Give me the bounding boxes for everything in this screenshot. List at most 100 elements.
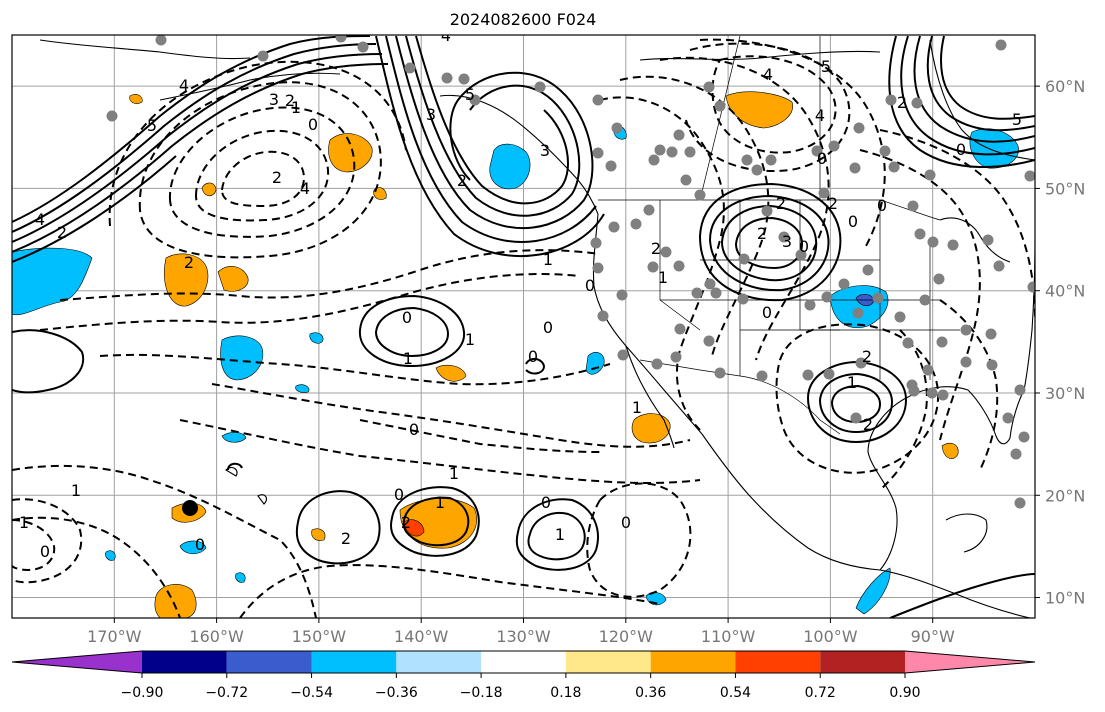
station-dot bbox=[995, 39, 1007, 51]
colorbar-tick-label: 0.72 bbox=[805, 685, 836, 701]
shade-cyan-west-edge bbox=[12, 247, 93, 316]
contour-label: 2 bbox=[897, 93, 907, 112]
station-dot bbox=[828, 140, 840, 152]
station-dot bbox=[357, 41, 369, 53]
station-dot bbox=[982, 234, 994, 246]
station-dot bbox=[1014, 497, 1026, 509]
station-dot bbox=[756, 370, 768, 382]
contour-label: 2 bbox=[272, 168, 282, 187]
station-dot bbox=[590, 237, 602, 249]
colorbar-segment bbox=[396, 651, 482, 673]
contour-gulf-2 bbox=[818, 372, 894, 434]
station-dot bbox=[960, 356, 972, 368]
contour-label: 5 bbox=[147, 116, 157, 135]
contour-label: 0 bbox=[195, 535, 205, 554]
contour-east-pac-1 bbox=[586, 482, 692, 598]
station-dot bbox=[985, 328, 997, 340]
colorbar-tick-label: −0.72 bbox=[205, 685, 248, 701]
station-dot bbox=[691, 287, 703, 299]
colorbar-tick-label: 0.90 bbox=[889, 685, 920, 701]
lon-tick-label: 90°W bbox=[911, 627, 955, 646]
colorbar-segment bbox=[481, 651, 566, 673]
contour-label: 1 bbox=[465, 330, 475, 349]
station-dot bbox=[257, 50, 269, 62]
contour-ridge-4 bbox=[385, 35, 597, 243]
contour-ridge-3 bbox=[415, 35, 569, 205]
station-dot bbox=[1024, 170, 1035, 182]
station-dot bbox=[680, 174, 692, 186]
lat-tick-label: 40°N bbox=[1045, 282, 1085, 301]
contour-jet-west-2 bbox=[12, 43, 377, 233]
coast-florida bbox=[967, 389, 1025, 445]
colorbar-tick-label: 0.18 bbox=[550, 685, 581, 701]
station-dot bbox=[936, 336, 948, 348]
shade-cyan-small-4 bbox=[235, 572, 246, 583]
coast-hudson-bay bbox=[929, 39, 1035, 161]
station-dot bbox=[616, 289, 628, 301]
contour-label: 2 bbox=[828, 194, 838, 213]
contour-trop-3 bbox=[515, 498, 599, 571]
station-dot bbox=[703, 81, 715, 93]
contour-mid-3 bbox=[99, 353, 611, 386]
contour-label: 1 bbox=[658, 268, 668, 287]
coast-baja bbox=[625, 345, 675, 449]
shade-cyan-small-1 bbox=[221, 432, 247, 443]
coast-mexico-west bbox=[701, 433, 881, 571]
station-dot bbox=[818, 187, 830, 199]
contour-mid-2 bbox=[39, 273, 581, 331]
station-dot bbox=[778, 231, 790, 243]
black-dot-marker bbox=[182, 500, 198, 516]
lon-tick-label: 170°W bbox=[87, 627, 142, 646]
border-us-mexico bbox=[639, 359, 841, 435]
station-dot bbox=[608, 221, 620, 233]
contour-hudson-2 bbox=[926, 35, 1035, 132]
station-dot bbox=[704, 278, 716, 290]
contour-high-us-3 bbox=[734, 216, 804, 270]
lon-tick-label: 150°W bbox=[292, 627, 347, 646]
colorbar-tick-label: −0.36 bbox=[375, 685, 418, 701]
station-dot bbox=[993, 260, 1005, 272]
shade-orange-gulf bbox=[941, 442, 959, 459]
contour-label: 1 bbox=[449, 464, 459, 483]
contour-label: 1 bbox=[435, 493, 445, 512]
contour-label: 2 bbox=[457, 171, 467, 190]
station-dot bbox=[855, 357, 867, 369]
colorbar-tick-label: 0.36 bbox=[635, 685, 666, 701]
station-dot bbox=[630, 218, 642, 230]
contour-label: 1 bbox=[291, 98, 301, 117]
station-dot bbox=[852, 307, 864, 319]
station-dot bbox=[908, 385, 920, 397]
contour-label: 4 bbox=[441, 26, 451, 45]
station-dot bbox=[670, 351, 682, 363]
contour-us-trough-3 bbox=[659, 56, 830, 361]
colorbar-segment bbox=[226, 651, 312, 673]
colorbar-segment bbox=[142, 651, 227, 673]
shade-cyan-alaska-gulf bbox=[489, 143, 531, 190]
colorbar-segment bbox=[735, 651, 821, 673]
contours-negative bbox=[12, 38, 1035, 618]
station-dot bbox=[751, 164, 763, 176]
station-dot bbox=[1002, 412, 1014, 424]
coast-hawaii-2 bbox=[257, 494, 267, 505]
shade-cyan-small-2 bbox=[179, 540, 207, 555]
contour-label: 2 bbox=[57, 223, 67, 242]
contour-label: 4 bbox=[179, 76, 189, 95]
shade-orange-east-pacific bbox=[631, 413, 671, 444]
contour-label: 0 bbox=[40, 542, 50, 561]
station-dot bbox=[922, 364, 934, 376]
contour-mid-5 bbox=[179, 419, 701, 484]
shade-orange-small-1 bbox=[201, 182, 217, 197]
station-dot bbox=[1014, 384, 1026, 396]
station-dot bbox=[853, 122, 865, 134]
contour-label: 0 bbox=[762, 303, 772, 322]
contour-small-ring-2 bbox=[227, 462, 243, 471]
contour-canada-low-2 bbox=[685, 42, 851, 172]
station-dot bbox=[911, 97, 923, 109]
contour-label: 2 bbox=[401, 513, 411, 532]
station-dot bbox=[872, 292, 884, 304]
contour-trop-4 bbox=[527, 512, 586, 561]
colorbar-segment bbox=[311, 651, 397, 673]
contour-label: 2 bbox=[863, 415, 873, 434]
